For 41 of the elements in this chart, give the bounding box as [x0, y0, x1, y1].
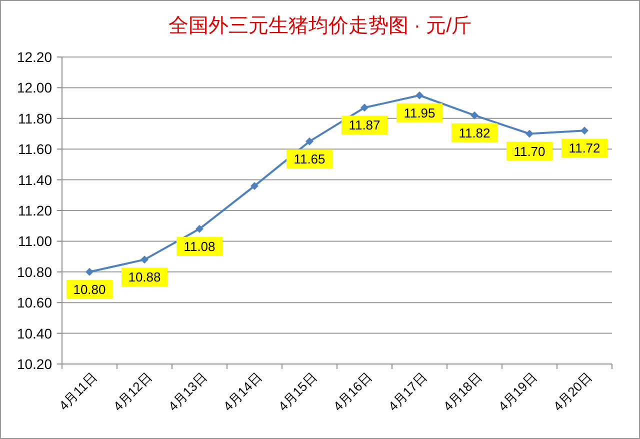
text: 12.00 [16, 80, 52, 96]
text: 10.80 [16, 264, 52, 280]
text: 11.20 [18, 202, 52, 218]
point [306, 137, 314, 146]
data-label: 11.95 [404, 105, 436, 120]
point [580, 126, 588, 135]
point [470, 111, 478, 120]
point [196, 224, 204, 233]
x-tick-label: 4月12日 [110, 370, 155, 414]
point [360, 104, 368, 112]
x-tick-label: 4月20日 [550, 370, 595, 414]
x-tick-label: 4月11日 [56, 370, 100, 414]
data-label: 11.72 [568, 140, 600, 156]
point [526, 130, 534, 138]
x-tick-label: 4月16日 [330, 370, 375, 414]
text: 11.60 [18, 141, 52, 158]
data-label: 11.65 [294, 151, 326, 166]
point [86, 268, 94, 276]
x-tick-label: 4月13日 [165, 370, 210, 414]
x-tick-label: 4月15日 [275, 370, 320, 414]
title: 全国外三元生猪均价走势图 · 元/斤 [168, 15, 472, 37]
data-label: 11.70 [514, 144, 546, 159]
text: 11.00 [18, 233, 52, 250]
data-label: 11.82 [458, 125, 490, 140]
text: 10.20 [16, 356, 52, 372]
point [250, 182, 258, 190]
x-tick-label: 4月17日 [385, 370, 430, 414]
data-label: 11.08 [184, 238, 216, 254]
x-tick-label: 4月19日 [495, 370, 540, 414]
point [416, 91, 424, 100]
data-label: 10.80 [73, 282, 106, 297]
text: 11.80 [18, 110, 52, 126]
text: 10.60 [16, 294, 52, 311]
data-label: 10.88 [128, 270, 161, 285]
x-tick-label: 4月18日 [440, 370, 485, 414]
text: 10.40 [16, 325, 52, 342]
point [140, 256, 148, 264]
data-label: 11.87 [348, 118, 380, 133]
x-tick-label: 4月14日 [220, 370, 265, 414]
text: 12.20 [16, 49, 52, 65]
text: 11.40 [18, 172, 52, 188]
